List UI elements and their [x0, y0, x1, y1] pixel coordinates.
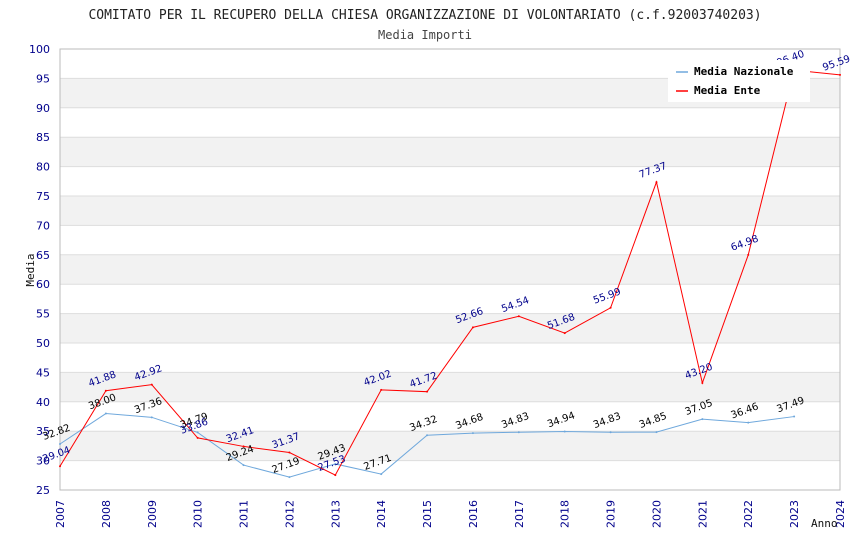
data-point-1 — [334, 474, 337, 477]
chart-subtitle: Media Importi — [378, 28, 472, 42]
y-axis-label: Media — [24, 253, 37, 286]
y-tick-label: 75 — [36, 190, 50, 203]
data-point-0 — [242, 464, 245, 467]
data-point-0 — [380, 473, 383, 476]
y-tick-label: 95 — [36, 72, 50, 85]
y-tick-label: 45 — [36, 366, 50, 379]
legend-label-media-ente: Media Ente — [694, 84, 761, 97]
data-point-1 — [150, 383, 153, 386]
x-tick-label: 2024 — [834, 500, 847, 528]
grid-band — [60, 137, 840, 167]
grid-band — [60, 343, 840, 373]
data-point-0 — [196, 431, 199, 434]
y-tick-label: 55 — [36, 308, 50, 321]
y-axis-ticks: 25 30 35 40 45 50 55 60 65 70 75 80 85 90 95 100 — [29, 43, 50, 497]
y-tick-label: 85 — [36, 131, 50, 144]
grid-band — [60, 196, 840, 226]
data-point-1 — [104, 389, 107, 392]
data-point-1 — [242, 445, 245, 448]
data-point-0 — [609, 431, 612, 434]
data-point-0 — [655, 431, 658, 434]
data-point-1 — [563, 332, 566, 335]
y-tick-label: 65 — [36, 249, 50, 262]
data-point-0 — [150, 416, 153, 419]
x-tick-label: 2015 — [421, 500, 434, 528]
data-point-0 — [517, 431, 520, 434]
chart-title: COMITATO PER IL RECUPERO DELLA CHIESA OR… — [88, 8, 761, 23]
x-tick-label: 2016 — [467, 500, 480, 528]
x-axis-ticks: 2007 2008 2009 2010 2011 2012 2013 2014 2015 2016… — [54, 500, 847, 528]
grid-bands — [60, 49, 840, 490]
x-axis-label: Anno — [811, 517, 838, 530]
y-tick-label: 25 — [36, 484, 50, 497]
x-tick-label: 2019 — [605, 500, 618, 528]
data-point-0 — [288, 476, 291, 479]
y-tick-label: 100 — [29, 43, 50, 56]
x-tick-label: 2011 — [238, 500, 251, 528]
x-tick-label: 2022 — [742, 500, 755, 528]
y-tick-label: 90 — [36, 102, 50, 115]
grid-band — [60, 372, 840, 402]
x-tick-label: 2013 — [329, 500, 342, 528]
grid-band — [60, 225, 840, 255]
grid-band — [60, 401, 840, 432]
x-tick-label: 2008 — [100, 500, 113, 528]
y-tick-label: 60 — [36, 278, 50, 291]
y-tick-label: 70 — [36, 219, 50, 232]
x-tick-label: 2010 — [192, 500, 205, 528]
grid-band — [60, 313, 840, 343]
grid-band — [60, 166, 840, 196]
data-point-0 — [793, 415, 796, 418]
data-point-0 — [59, 443, 61, 446]
y-tick-label: 30 — [36, 455, 50, 468]
x-tick-label: 2007 — [54, 500, 67, 528]
data-point-1 — [655, 181, 658, 184]
x-tick-label: 2014 — [375, 500, 388, 528]
legend-label-media-nazionale: Media Nazionale — [694, 65, 794, 78]
series-line-1 — [59, 69, 841, 476]
data-point-1 — [471, 326, 474, 329]
data-point-1 — [517, 315, 520, 318]
data-point-1 — [609, 306, 612, 309]
x-tick-label: 2020 — [650, 500, 663, 528]
plot-frame — [59, 48, 841, 491]
x-tick-label: 2012 — [283, 500, 296, 528]
series-group — [59, 69, 841, 479]
data-point-0 — [426, 434, 429, 437]
grid-band — [60, 254, 840, 285]
x-tick-label: 2021 — [696, 500, 709, 528]
x-tick-label: 2018 — [559, 500, 572, 528]
data-point-0 — [701, 418, 704, 421]
data-point-1 — [701, 381, 704, 384]
y-tick-label: 50 — [36, 337, 50, 350]
grid-band — [60, 107, 840, 138]
data-point-1 — [59, 465, 61, 468]
x-tick-label: 2017 — [513, 500, 526, 528]
grid-band — [60, 460, 840, 490]
data-point-1 — [747, 253, 750, 256]
data-point-0 — [563, 430, 566, 433]
data-point-1 — [839, 73, 841, 76]
data-point-0 — [104, 412, 107, 415]
data-point-0 — [747, 421, 750, 424]
data-point-1 — [380, 388, 383, 391]
data-point-1 — [426, 390, 429, 393]
data-point-0 — [471, 432, 474, 435]
x-tick-label: 2009 — [146, 500, 159, 528]
x-tick-label: 2023 — [788, 500, 801, 528]
data-point-0 — [334, 462, 337, 465]
legend: Media Nazionale Media Ente — [668, 60, 810, 102]
grid-band — [60, 431, 840, 461]
y-tick-label: 40 — [36, 396, 50, 409]
y-tick-label: 80 — [36, 161, 50, 174]
data-point-1 — [288, 451, 291, 454]
data-point-1 — [196, 436, 199, 439]
y-tick-label: 35 — [36, 425, 50, 438]
grid-band — [60, 284, 840, 314]
legend-box — [668, 60, 810, 102]
